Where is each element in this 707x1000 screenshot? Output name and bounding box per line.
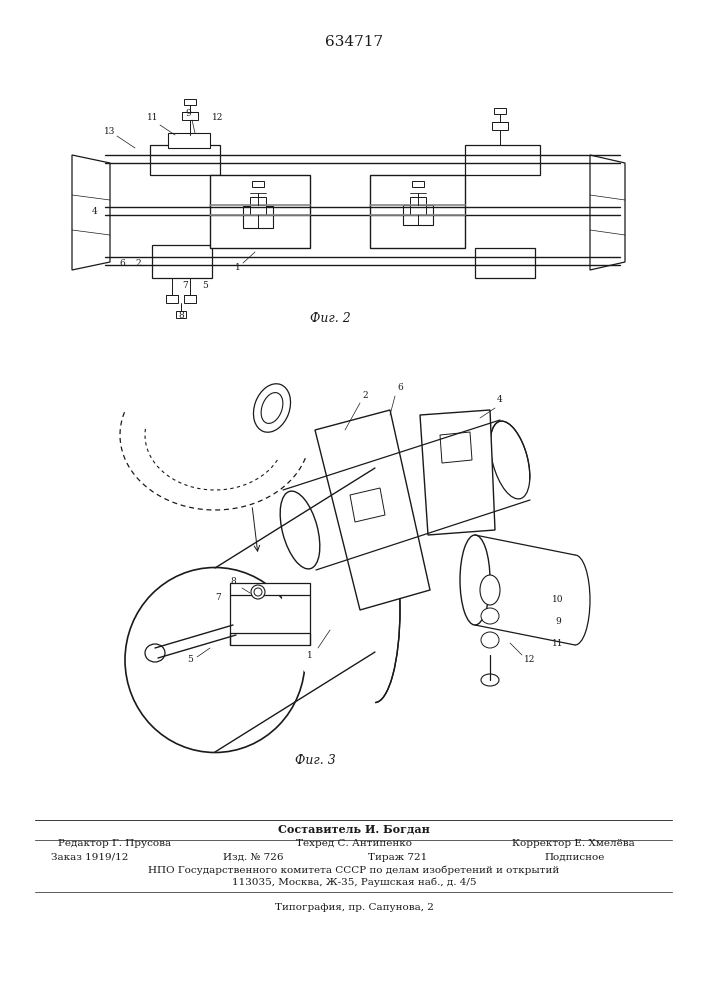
Text: 2: 2 [362,390,368,399]
Bar [150,145,220,175]
Text: Изд. № 726: Изд. № 726 [223,852,284,861]
Text: 4: 4 [92,207,98,216]
Ellipse shape [481,674,499,686]
Text: 11: 11 [147,113,159,122]
Ellipse shape [145,644,165,662]
Ellipse shape [125,568,305,752]
Ellipse shape [490,421,530,499]
Bar [370,175,465,248]
Bar [492,122,508,130]
Text: Корректор Е. Хмелёва: Корректор Е. Хмелёва [512,838,634,848]
Text: 6: 6 [397,383,403,392]
Ellipse shape [460,535,490,625]
Text: Техред С. Антипенко: Техред С. Антипенко [296,838,412,848]
Text: 7: 7 [215,592,221,601]
Text: 1: 1 [235,263,241,272]
Ellipse shape [251,585,265,599]
Text: Составитель И. Богдан: Составитель И. Богдан [278,824,430,834]
Bar [210,175,310,248]
Bar [243,206,273,228]
Wedge shape [282,517,375,703]
Text: 9: 9 [185,108,191,117]
Ellipse shape [280,491,320,569]
Bar [182,112,198,120]
Bar [176,311,186,318]
Bar [465,145,540,175]
Text: Типография, пр. Сапунова, 2: Типография, пр. Сапунова, 2 [274,904,433,912]
Bar [494,108,506,114]
Wedge shape [560,585,575,615]
Text: 12: 12 [212,113,223,122]
Ellipse shape [254,588,262,596]
Bar [250,197,266,205]
Polygon shape [315,410,430,610]
Text: 13: 13 [105,127,116,136]
Text: 12: 12 [525,656,536,664]
Bar [152,245,212,278]
Text: 113035, Москва, Ж-35, Раушская наб., д. 4/5: 113035, Москва, Ж-35, Раушская наб., д. … [232,877,477,887]
Bar [410,205,426,215]
Text: Тираж 721: Тираж 721 [368,852,428,861]
Ellipse shape [481,608,499,624]
Bar [475,248,535,278]
Bar [168,133,210,148]
Polygon shape [440,432,472,463]
Text: 11: 11 [552,639,563,648]
Ellipse shape [481,632,499,648]
Text: 5: 5 [187,656,193,664]
Bar [230,583,310,595]
Text: Заказ 1919/12: Заказ 1919/12 [52,852,129,861]
Bar [184,99,196,105]
Polygon shape [72,155,110,270]
Text: 634717: 634717 [325,35,383,49]
Text: Подписное: Подписное [545,852,605,861]
Polygon shape [590,155,625,270]
Text: 10: 10 [552,595,563,604]
Ellipse shape [254,384,291,432]
Ellipse shape [261,393,283,423]
Ellipse shape [480,575,500,605]
Bar [166,295,178,303]
Bar [403,205,433,225]
Text: Фиг. 2: Фиг. 2 [310,312,351,324]
Bar [412,181,424,187]
Text: 6: 6 [119,258,125,267]
Text: 4: 4 [497,395,503,404]
Text: Фиг. 3: Фиг. 3 [295,754,335,766]
Text: 2: 2 [135,258,141,267]
Ellipse shape [350,518,400,702]
Text: НПО Государственного комитета СССР по делам изобретений и открытий: НПО Государственного комитета СССР по де… [148,865,560,875]
Text: 5: 5 [202,280,208,290]
Bar [410,197,426,205]
Bar [184,295,196,303]
Bar [250,205,266,215]
Polygon shape [350,488,385,522]
Bar [252,181,264,187]
Text: 9: 9 [555,617,561,626]
Text: Редактор Г. Прусова: Редактор Г. Прусова [59,838,172,848]
Text: 8: 8 [230,578,236,586]
Polygon shape [420,410,495,535]
Text: 8: 8 [178,312,184,320]
Bar [230,633,310,645]
Text: 7: 7 [182,280,188,290]
Text: 1: 1 [307,650,313,660]
